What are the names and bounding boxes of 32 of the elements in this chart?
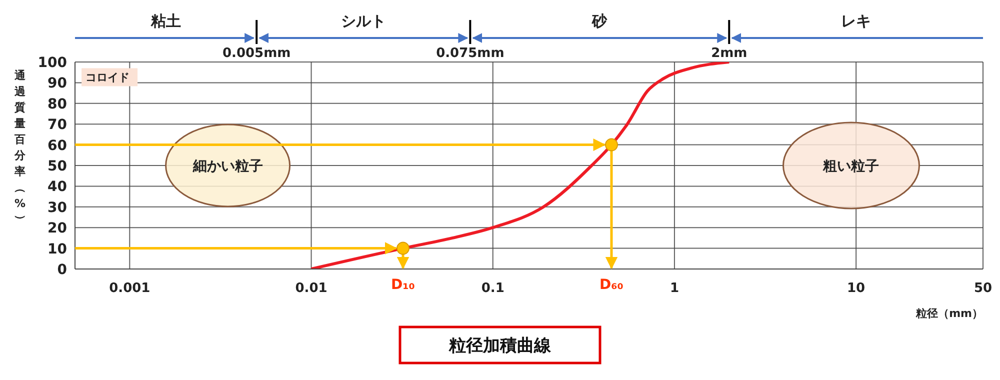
annotation: 細かい粒子	[192, 158, 263, 174]
text: レキ	[841, 12, 872, 30]
y-tick-label: 30	[48, 200, 68, 216]
ref-line-label: 0.075mm	[436, 46, 504, 61]
ref-line-label: 0.005mm	[222, 46, 291, 61]
y-tick-label: 70	[48, 117, 68, 134]
x-tick-label: 10	[847, 281, 866, 296]
x-tick-label: 0.1	[481, 281, 504, 296]
y-tick-label: 40	[48, 179, 68, 196]
y-tick-label: 60	[48, 138, 68, 154]
y-tick-label: 10	[48, 241, 68, 258]
annotation: 粗い粒子	[822, 158, 880, 174]
x-tick-label: 0.001	[109, 281, 150, 296]
annotation: D₆₀	[600, 277, 624, 293]
text: シルト	[340, 12, 386, 30]
text: 通過質量百分率（%）	[14, 69, 27, 226]
y-tick-label: 100	[38, 54, 68, 71]
x-axis-title: 粒径（mm）	[915, 307, 983, 320]
annotation: コロイド	[86, 71, 130, 84]
y-tick-label: 20	[48, 220, 68, 237]
x-tick-label: 0.01	[295, 281, 328, 296]
ref-line-label: 2mm	[711, 46, 748, 61]
text: 砂	[591, 12, 608, 30]
x-tick-label: 50	[974, 281, 992, 296]
y-tick-label: 50	[48, 158, 68, 174]
text: 粘土	[150, 12, 181, 30]
text: 粒径加積曲線	[448, 336, 552, 356]
y-tick-label: 90	[48, 76, 68, 92]
annotation: D₁₀	[391, 277, 415, 293]
y-tick-label: 0	[57, 262, 68, 278]
x-tick-label: 1	[670, 281, 679, 296]
y-tick-label: 80	[48, 96, 68, 112]
